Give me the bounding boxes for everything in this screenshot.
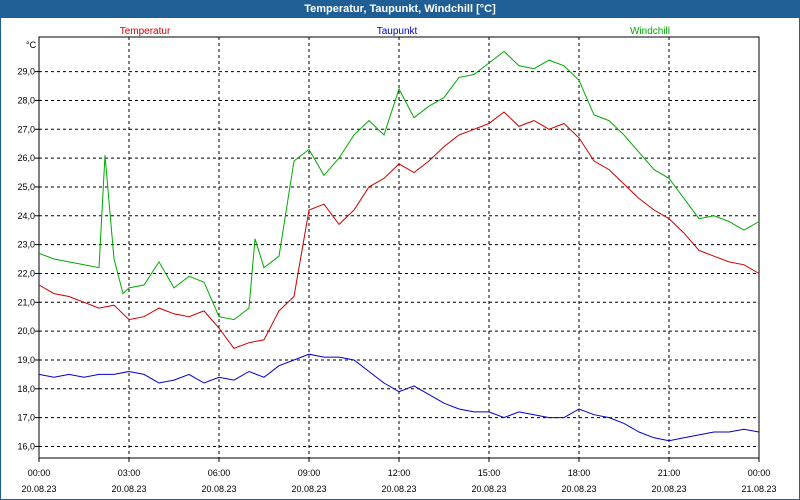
x-tick-time: 03:00 [118, 468, 141, 478]
series-line-temperatur [38, 111, 760, 350]
y-axis-label: °C [26, 40, 37, 50]
x-tick-date: 20.08.23 [111, 484, 146, 494]
y-tick-label: 17,0 [17, 413, 35, 423]
chart-title: Temperatur, Taupunkt, Windchill [°C] [0, 0, 800, 18]
x-tick-time: 00:00 [748, 468, 771, 478]
x-tick-date: 20.08.23 [381, 484, 416, 494]
legend-entry-temperatur: Temperatur [120, 26, 171, 37]
y-tick-label: 27,0 [17, 124, 35, 134]
series-line-taupunkt [38, 353, 760, 442]
x-tick-time: 00:00 [28, 468, 51, 478]
x-tick-date: 20.08.23 [21, 484, 56, 494]
legend-entry-windchill: Windchill [630, 26, 670, 37]
grid-lines [39, 37, 759, 458]
axis-ticks: 16,0 17,0 18,0 19,0 20,0 21,0 22,0 23,0 24,0 25,0… [17, 67, 776, 494]
y-tick-label: 20,0 [17, 326, 35, 336]
series-line-windchill [38, 50, 760, 321]
y-tick-label: 29,0 [17, 67, 35, 77]
x-tick-date: 20.08.23 [651, 484, 686, 494]
y-tick-label: 19,0 [17, 355, 35, 365]
x-tick-time: 21:00 [658, 468, 681, 478]
y-tick-label: 28,0 [17, 95, 35, 105]
y-tick-label: 25,0 [17, 182, 35, 192]
series-lines [38, 50, 760, 442]
x-tick-date: 20.08.23 [291, 484, 326, 494]
y-tick-label: 22,0 [17, 268, 35, 278]
legend-entry-taupunkt: Taupunkt [377, 26, 418, 37]
x-tick-date: 20.08.23 [561, 484, 596, 494]
y-tick-label: 18,0 [17, 384, 35, 394]
y-tick-label: 21,0 [17, 297, 35, 307]
x-tick-time: 12:00 [388, 468, 411, 478]
x-tick-time: 09:00 [298, 468, 321, 478]
x-tick-time: 15:00 [478, 468, 501, 478]
y-tick-label: 24,0 [17, 211, 35, 221]
x-tick-date: 20.08.23 [201, 484, 236, 494]
y-tick-label: 23,0 [17, 240, 35, 250]
x-tick-date: 21.08.23 [741, 484, 776, 494]
legend: Temperatur Taupunkt Windchill [120, 26, 670, 37]
y-tick-label: 16,0 [17, 441, 35, 451]
x-tick-date: 20.08.23 [471, 484, 506, 494]
y-tick-label: 26,0 [17, 153, 35, 163]
x-tick-time: 06:00 [208, 468, 231, 478]
x-tick-time: 18:00 [568, 468, 591, 478]
